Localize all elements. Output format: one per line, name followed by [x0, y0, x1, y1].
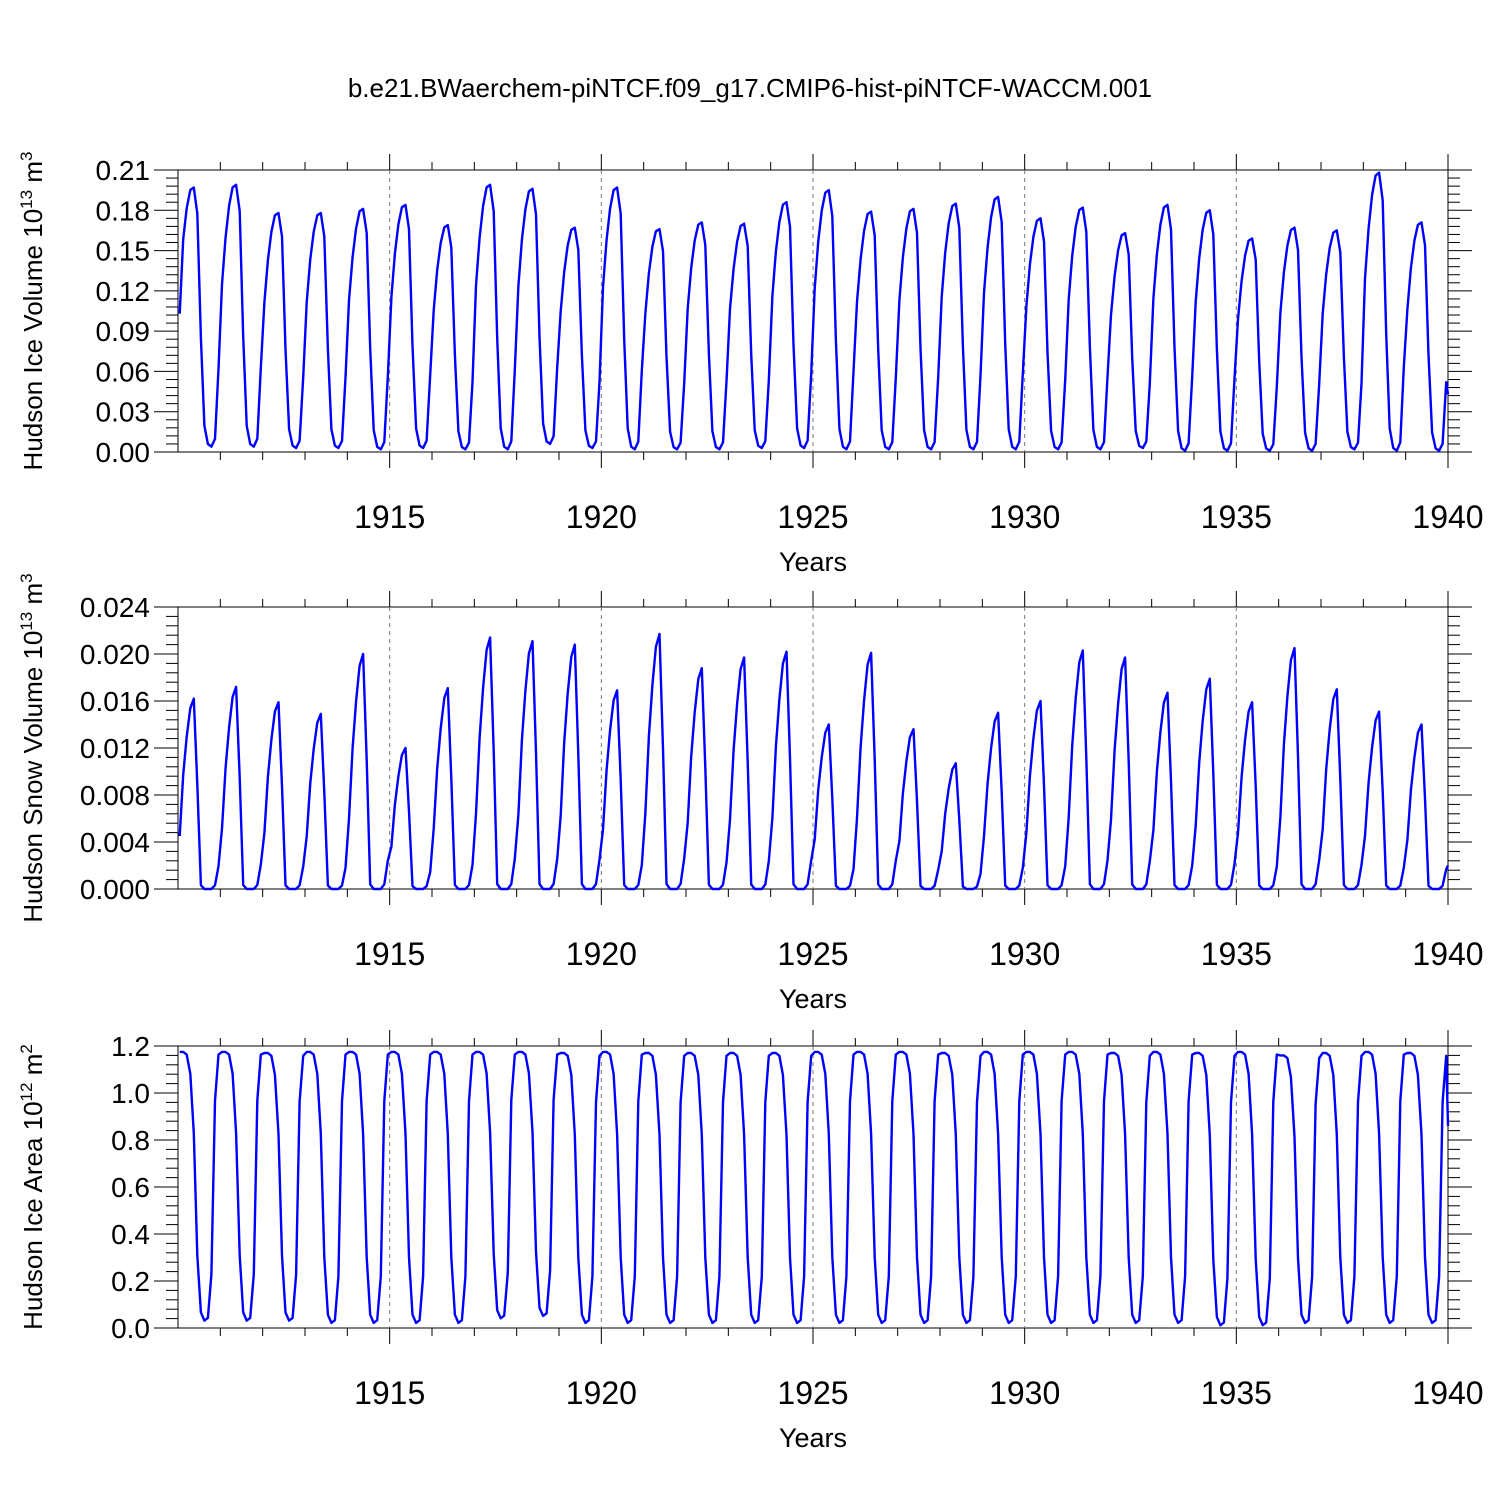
- x-tick-label: 1915: [354, 936, 425, 972]
- x-tick-label: 1940: [1412, 1375, 1483, 1411]
- y-tick-label: 0.024: [80, 592, 150, 623]
- x-tick-label: 1925: [777, 1375, 848, 1411]
- y-tick-label: 0.020: [80, 639, 150, 670]
- panel-2: 0.000 0.004 0.008 0.012 0.016 0.020 0.024 1915 1…: [17, 573, 1484, 1014]
- y-tick-label: 1.2: [111, 1031, 150, 1062]
- y-tick-label: 0.18: [96, 195, 151, 226]
- y-tick-label: 0.06: [96, 356, 151, 387]
- x-tick-label: 1920: [566, 936, 637, 972]
- y-tick-label: 0.000: [80, 874, 150, 905]
- y-tick-label: 0.0: [111, 1313, 150, 1344]
- series-line: [178, 171, 1450, 452]
- x-tick-label: 1915: [354, 499, 425, 535]
- x-tick-label: 1915: [354, 1375, 425, 1411]
- series-line: [179, 1050, 1450, 1327]
- y-tick-label: 0.21: [96, 155, 151, 186]
- x-tick-label: 1935: [1201, 936, 1272, 972]
- x-axis-label: Years: [779, 1423, 847, 1453]
- series-line: [178, 632, 1450, 891]
- x-tick-label: 1920: [566, 1375, 637, 1411]
- x-tick-label: 1935: [1201, 499, 1272, 535]
- y-tick-label: 0.004: [80, 827, 150, 858]
- y-tick-label: 0.4: [111, 1219, 150, 1250]
- x-axis-label: Years: [779, 547, 847, 577]
- x-tick-label: 1930: [989, 499, 1060, 535]
- x-tick-label: 1940: [1412, 936, 1483, 972]
- panel-1: 0.00 0.03 0.06 0.09 0.12 0.15 0.18 0.21 1915 1920…: [17, 152, 1484, 577]
- y-tick-label: 0.6: [111, 1172, 150, 1203]
- x-tick-label: 1925: [777, 499, 848, 535]
- y-tick-label: 1.0: [111, 1078, 150, 1109]
- panel-3: 0.0 0.2 0.4 0.6 0.8 1.0 1.2 1915 1920 1925 1930 193…: [17, 1030, 1484, 1453]
- y-axis-label: Hudson Snow Volume 1013 m3: [17, 573, 48, 922]
- x-tick-label: 1940: [1412, 499, 1483, 535]
- x-tick-label: 1930: [989, 1375, 1060, 1411]
- y-tick-label: 0.008: [80, 780, 150, 811]
- x-tick-label: 1930: [989, 936, 1060, 972]
- y-tick-label: 0.15: [96, 236, 151, 267]
- y-tick-label: 0.2: [111, 1266, 150, 1297]
- x-tick-label: 1935: [1201, 1375, 1272, 1411]
- y-tick-label: 0.03: [96, 397, 151, 428]
- chart-title: b.e21.BWaerchem-piNTCF.f09_g17.CMIP6-his…: [348, 73, 1152, 103]
- y-tick-label: 0.12: [96, 276, 151, 307]
- y-axis-label: Hudson Ice Volume 1013 m3: [17, 152, 48, 471]
- y-tick-label: 0.00: [96, 437, 151, 468]
- y-tick-label: 0.09: [96, 316, 151, 347]
- y-axis-label: Hudson Ice Area 1012 m2: [17, 1044, 48, 1330]
- x-tick-label: 1925: [777, 936, 848, 972]
- x-axis-label: Years: [779, 984, 847, 1014]
- y-tick-label: 0.012: [80, 733, 150, 764]
- y-tick-label: 0.8: [111, 1125, 150, 1156]
- x-tick-label: 1920: [566, 499, 637, 535]
- y-tick-label: 0.016: [80, 686, 150, 717]
